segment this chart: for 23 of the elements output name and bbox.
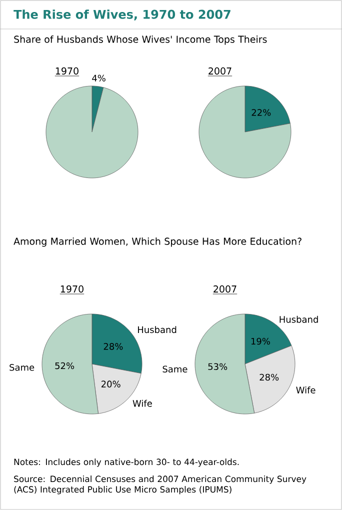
- data-label: 52%: [55, 362, 74, 370]
- source-note: Source: Decennial Censuses and 2007 American Community Survey (ACS) Integrated Public Use Micro Samples (IPUMS): [14, 476, 306, 494]
- chart-subtitle: Share of Husbands Whose Wives' Income Tops Theirs: [14, 36, 267, 45]
- slice-label: Same: [10, 364, 34, 371]
- chart-title: 2007: [214, 285, 236, 293]
- chart-title: 1970: [56, 67, 78, 75]
- slice-label: Husband: [138, 326, 176, 334]
- slice-label: Same: [162, 366, 188, 372]
- data-label: 28%: [260, 374, 279, 381]
- data-label: 19%: [251, 338, 270, 345]
- slice-label: Wife: [296, 386, 316, 394]
- data-label: 28%: [104, 343, 123, 350]
- slice-label: Husband: [280, 316, 318, 323]
- data-label: 22%: [252, 109, 271, 116]
- text: Notes: Includes only native-born 30- to 44-year-olds.: [14, 458, 239, 467]
- chart-subtitle: Among Married Women, Which Spouse Has More Education?: [14, 238, 302, 247]
- data-label: 4%: [92, 74, 106, 82]
- chart-title: 2007: [208, 67, 232, 75]
- data-label: 20%: [102, 380, 120, 388]
- text: The Rise of Wives, 1970 to 2007: [14, 10, 230, 20]
- slice-label: Wife: [132, 400, 152, 407]
- data-label: 53%: [208, 363, 228, 370]
- chart-title: 1970: [60, 285, 84, 293]
